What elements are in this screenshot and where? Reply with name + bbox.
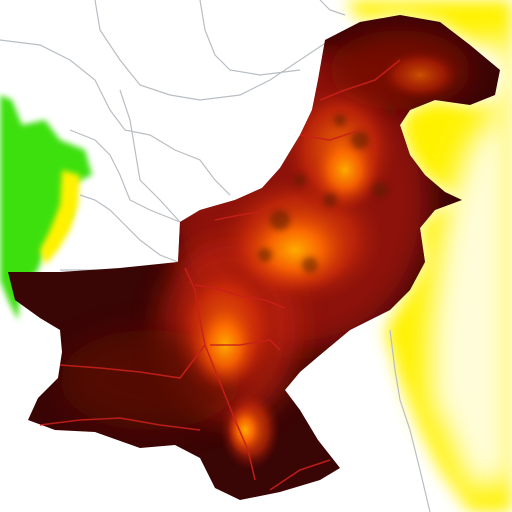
neighbor-north-borders	[0, 0, 431, 512]
neighbor-west	[0, 95, 92, 320]
neighbor-east	[345, 0, 512, 512]
